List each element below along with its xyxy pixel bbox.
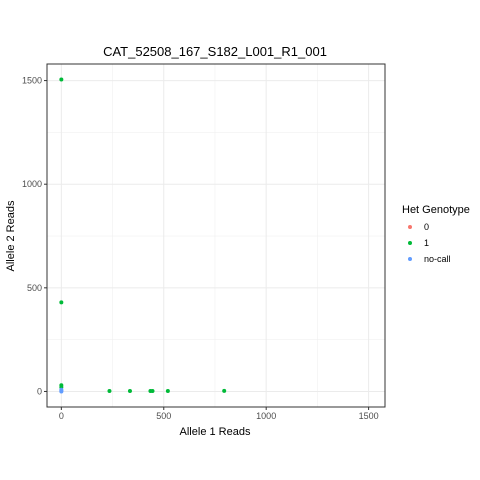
grid <box>47 64 385 407</box>
data-point <box>107 389 112 394</box>
chart-title: CAT_52508_167_S182_L001_R1_001 <box>103 44 327 59</box>
x-axis-label: Allele 1 Reads <box>180 426 251 438</box>
x-axis: 0 500 1000 1500 <box>59 407 379 421</box>
data-points <box>59 77 227 394</box>
x-tick-label: 500 <box>156 411 171 421</box>
legend-label: 1 <box>424 238 429 248</box>
data-point <box>127 389 132 394</box>
panel-background <box>47 64 385 407</box>
legend-key <box>408 257 412 261</box>
data-point <box>59 300 64 305</box>
y-tick-label: 0 <box>37 386 42 396</box>
y-tick-label: 1000 <box>22 179 42 189</box>
y-axis-label: Allele 2 Reads <box>5 200 17 271</box>
legend: Het Genotype 0 1 no-call <box>402 204 470 264</box>
data-point <box>222 388 227 393</box>
y-tick-label: 500 <box>27 283 42 293</box>
y-tick-label: 1500 <box>22 76 42 86</box>
data-point <box>59 77 64 82</box>
legend-key <box>408 225 412 229</box>
legend-title: Het Genotype <box>402 204 470 216</box>
data-point <box>150 389 155 394</box>
plot-panel <box>46 63 386 408</box>
data-point <box>165 389 170 394</box>
legend-label: no-call <box>424 254 451 264</box>
x-tick-label: 0 <box>59 411 64 421</box>
legend-label: 0 <box>424 222 429 232</box>
y-axis: 0 500 1000 1500 <box>22 76 47 396</box>
x-tick-label: 1000 <box>256 411 276 421</box>
legend-key <box>408 241 412 245</box>
x-tick-label: 1500 <box>359 411 379 421</box>
data-point <box>59 389 64 394</box>
